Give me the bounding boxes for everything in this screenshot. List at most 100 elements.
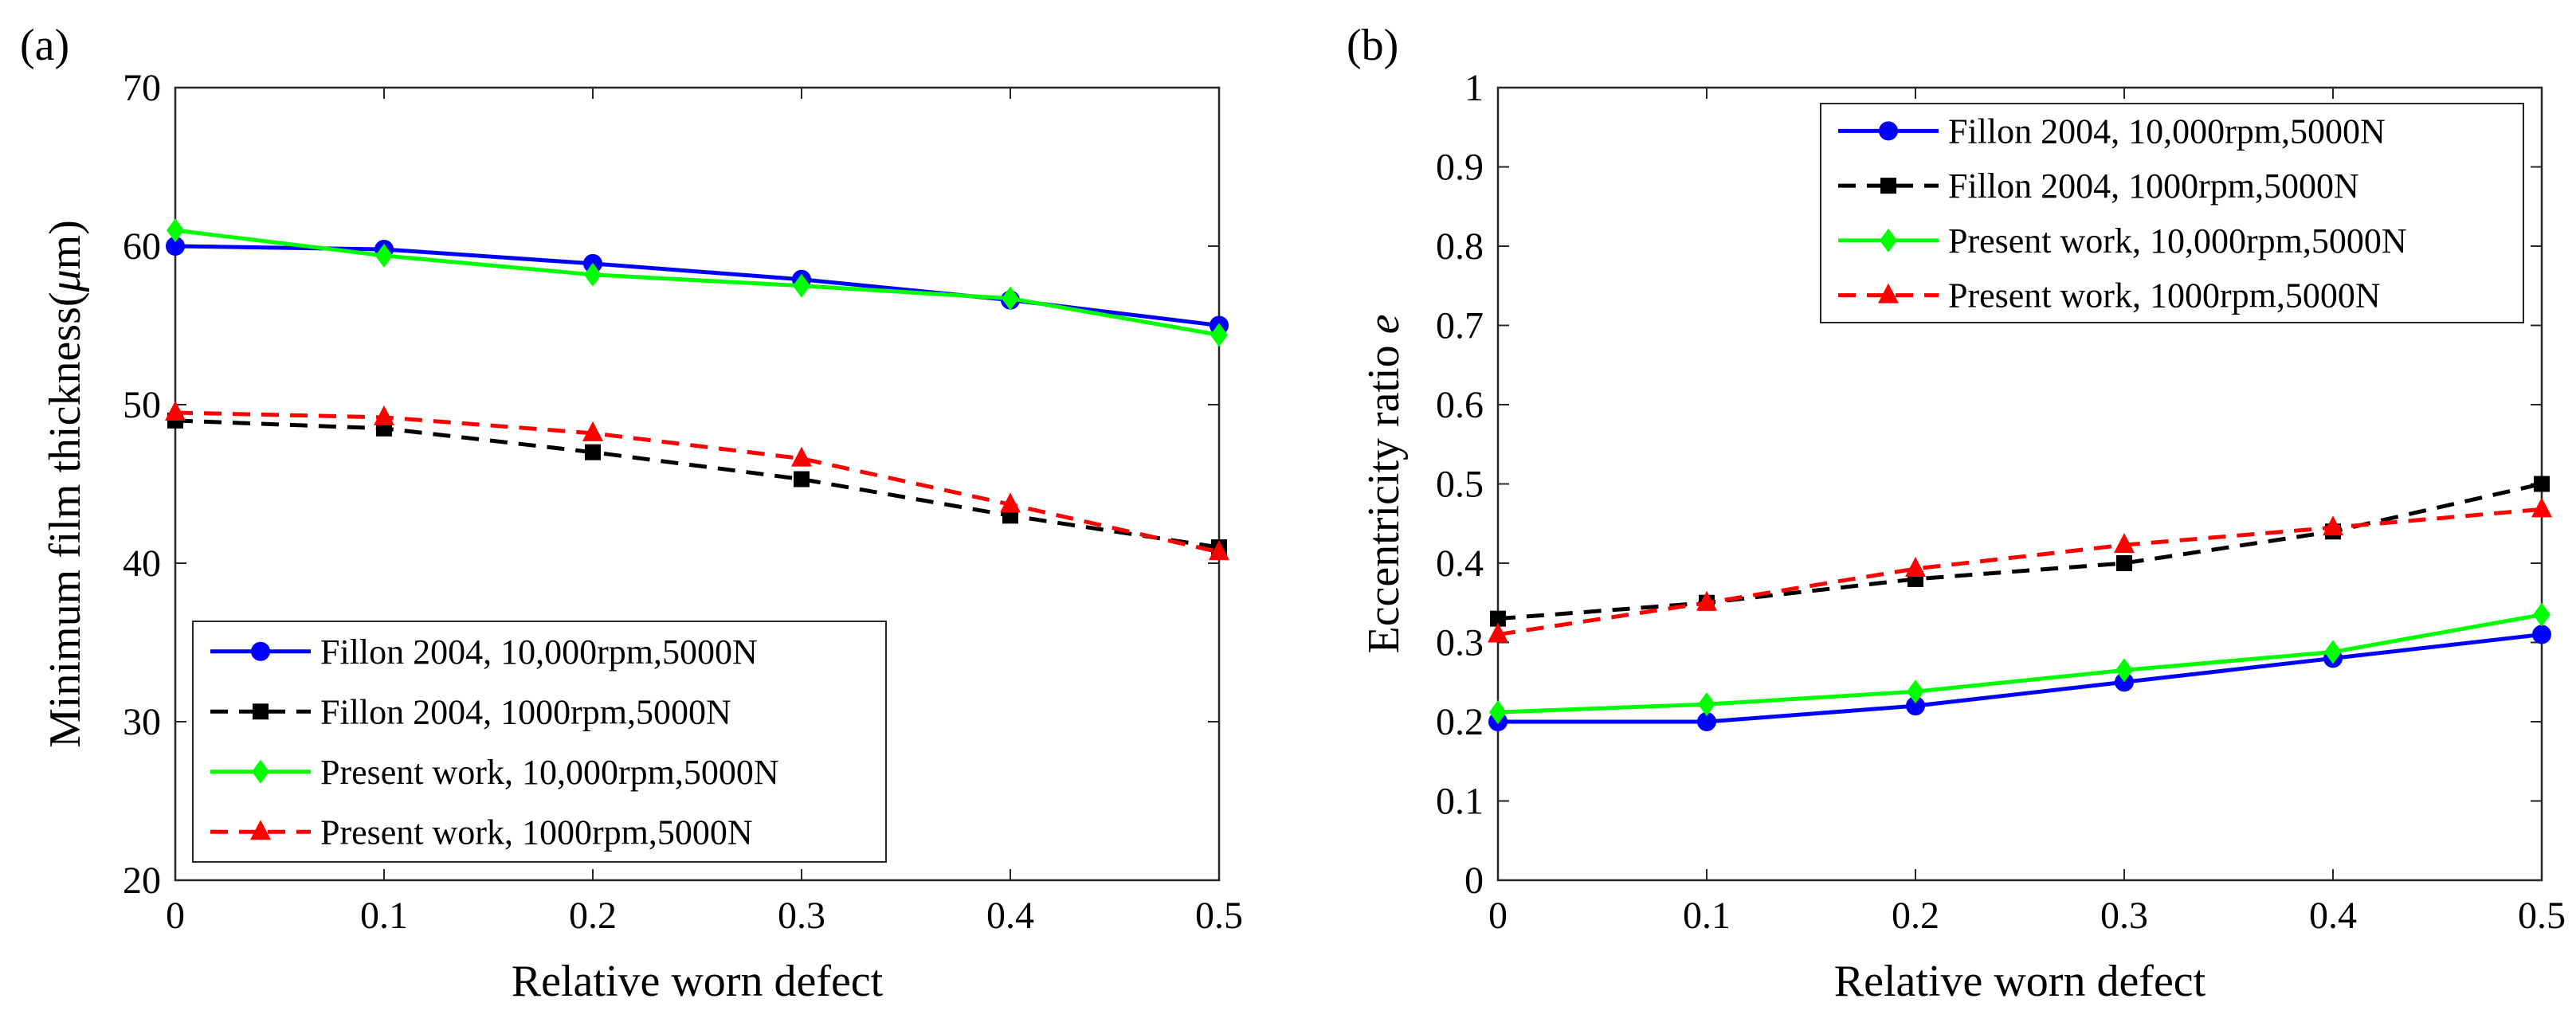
y-tick-label: 0.7 <box>1436 305 1484 347</box>
legend-label: Present work, 1000rpm,5000N <box>1948 276 2381 315</box>
y-tick-label: 70 <box>123 67 161 109</box>
x-axis-label: Relative worn defect <box>512 957 884 1006</box>
data-point <box>2116 555 2132 571</box>
legend-box <box>192 621 887 863</box>
series-line <box>174 418 1220 550</box>
y-axis-label-symbol: μ <box>41 269 90 292</box>
y-tick-label: 40 <box>123 542 161 585</box>
legend-label: Fillon 2004, 10,000rpm,5000N <box>1948 112 2386 151</box>
data-point <box>2324 640 2342 664</box>
x-tick-label: 0.2 <box>1892 895 1939 937</box>
x-tick-label: 0.3 <box>778 895 825 937</box>
y-tick-label: 30 <box>123 701 161 743</box>
legend-label: Fillon 2004, 1000rpm,5000N <box>320 692 731 731</box>
x-tick-label: 0.2 <box>569 895 617 937</box>
y-tick-label: 50 <box>123 384 161 426</box>
y-axis-label: Minimum film thickness(μm) <box>41 220 90 748</box>
data-point <box>1488 622 1508 643</box>
data-point <box>374 405 394 425</box>
y-axis-label-suffix: m) <box>41 220 90 269</box>
data-point <box>1490 610 1506 627</box>
series-2 <box>167 218 1228 347</box>
y-tick-label: 60 <box>123 225 161 268</box>
y-tick-label: 0.2 <box>1436 701 1484 743</box>
legend-label: Present work, 1000rpm,5000N <box>320 813 753 852</box>
legend-marker <box>1878 283 1899 303</box>
data-point <box>2532 625 2551 644</box>
x-tick-label: 0 <box>166 895 185 937</box>
legend-marker <box>253 703 269 720</box>
panel-label: (b) <box>1347 21 1398 70</box>
x-tick-label: 0.1 <box>360 895 408 937</box>
y-tick-label: 0.4 <box>1436 542 1484 585</box>
x-tick-label: 0 <box>1488 895 1508 937</box>
x-tick-label: 0.5 <box>1195 895 1243 937</box>
legend-box <box>1820 103 2524 323</box>
legend-marker <box>1880 228 1897 253</box>
series-line <box>1498 632 2543 724</box>
data-point <box>1907 679 1924 704</box>
legend-marker <box>251 641 270 661</box>
data-point <box>2114 533 2135 554</box>
data-point <box>582 421 603 441</box>
legend: Fillon 2004, 10,000rpm,5000N Fillon 2004,… <box>192 621 887 863</box>
data-point <box>1210 323 1228 347</box>
y-tick-label: 0.8 <box>1436 225 1484 268</box>
y-tick-label: 0.5 <box>1436 464 1484 506</box>
legend-marker <box>252 759 269 784</box>
panel-b: 0 0.1 0.2 0.3 0.4 0.5 0 0.1 0.2 0.3 0.4 0.5 0.6 0.7 0.… <box>1347 21 2566 1006</box>
y-tick-label: 1 <box>1464 67 1484 109</box>
y-axis-label: Eccentricity ratio e <box>1359 315 1409 654</box>
legend-marker <box>1880 178 1896 194</box>
data-point <box>167 218 184 243</box>
y-axis-label-symbol: e <box>1359 315 1409 335</box>
legend-label: Fillon 2004, 1000rpm,5000N <box>1948 166 2359 206</box>
y-tick-label: 0.3 <box>1436 622 1484 664</box>
y-tick-label: 0 <box>1464 860 1484 902</box>
x-tick-label: 0.4 <box>986 895 1034 937</box>
panel-label: (a) <box>20 21 69 70</box>
series-line <box>1497 613 2543 715</box>
series-line <box>174 410 1220 554</box>
data-point <box>2534 476 2550 492</box>
series-line <box>1497 507 2543 637</box>
panel-a: 0 0.1 0.2 0.3 0.4 0.5 20 30 40 50 60 70 Relative wor… <box>20 21 1243 1006</box>
data-point <box>375 243 393 268</box>
x-tick-label: 0.1 <box>1683 895 1731 937</box>
legend: Fillon 2004, 10,000rpm,5000N Fillon 2004,… <box>1820 103 2524 323</box>
series-2 <box>1489 602 2551 725</box>
data-point <box>2533 602 2551 627</box>
x-tick-label: 0.4 <box>2309 895 2357 937</box>
data-point <box>1209 540 1229 561</box>
series-3 <box>1488 497 2552 643</box>
legend-marker <box>1879 121 1898 141</box>
legend-marker <box>250 820 271 840</box>
y-axis-label-text: Eccentricity ratio <box>1359 334 1409 653</box>
data-point <box>793 273 810 298</box>
x-tick-label: 0.5 <box>2518 895 2566 937</box>
data-point <box>585 444 601 460</box>
data-point <box>1000 492 1021 513</box>
y-tick-label: 20 <box>123 860 161 902</box>
data-point <box>2531 497 2552 518</box>
series-line <box>174 228 1220 337</box>
legend-label: Present work, 10,000rpm,5000N <box>320 753 779 792</box>
data-point <box>1489 700 1507 725</box>
legend-label: Present work, 10,000rpm,5000N <box>1948 221 2407 260</box>
data-point <box>791 446 812 467</box>
y-tick-label: 0.6 <box>1436 384 1484 426</box>
x-axis-label: Relative worn defect <box>1834 957 2206 1006</box>
data-point <box>1905 556 1926 577</box>
data-point <box>2323 515 2343 536</box>
x-tick-label: 0.3 <box>2100 895 2148 937</box>
legend-label: Fillon 2004, 10,000rpm,5000N <box>320 632 758 672</box>
y-tick-label: 0.9 <box>1436 147 1484 189</box>
data-point <box>1696 590 1717 611</box>
data-point <box>165 400 186 421</box>
data-point <box>584 262 602 287</box>
data-point <box>1002 286 1019 311</box>
y-tick-label: 0.1 <box>1436 781 1484 823</box>
data-point <box>2115 658 2133 683</box>
data-point <box>1698 692 1715 717</box>
